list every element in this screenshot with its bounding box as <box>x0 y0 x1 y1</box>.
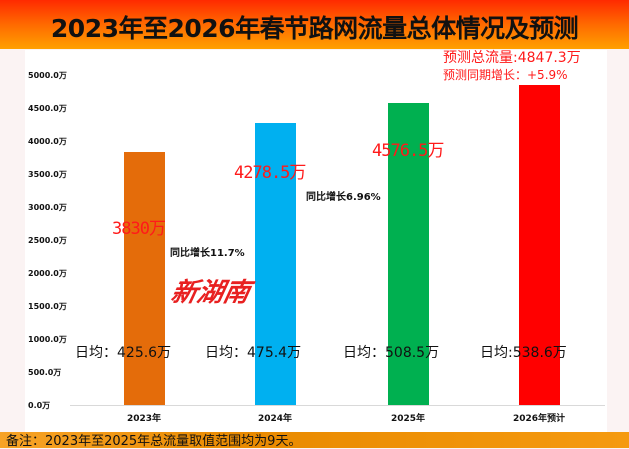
bar <box>124 152 165 405</box>
value-label: 3830万 <box>112 219 166 240</box>
value-label: 4278.5万 <box>234 162 306 183</box>
forecast-growth: 预测同期增长：+5.9% <box>443 68 568 82</box>
growth-label: 同比增长6.96% <box>306 192 381 203</box>
bar <box>255 122 296 405</box>
daily-average-label: 日均:538.6万 <box>480 345 567 361</box>
plot-area <box>25 50 607 433</box>
title-bar <box>0 0 629 49</box>
y-tick-label: 1500.0万 <box>28 302 67 311</box>
y-tick-label: 0.0万 <box>28 401 51 410</box>
daily-average-label: 日均：475.4万 <box>205 345 302 361</box>
y-tick-label: 3500.0万 <box>28 170 67 179</box>
x-tick-label: 2024年 <box>257 414 293 424</box>
y-tick-label: 5000.0万 <box>28 71 67 80</box>
x-tick-label: 2025年 <box>390 414 426 424</box>
x-axis-line <box>70 405 605 406</box>
growth-label: 同比增长11.7% <box>170 248 245 259</box>
footer-bar <box>0 432 629 448</box>
x-tick-label: 2023年 <box>126 414 162 424</box>
watermark-logo: 新湖南 <box>168 278 253 308</box>
daily-average-label: 日均：425.6万 <box>75 345 172 361</box>
chart-title: 2023年至2026年春节路网流量总体情况及预测 <box>50 14 579 43</box>
y-tick-label: 4500.0万 <box>28 104 67 113</box>
y-tick-label: 2000.0万 <box>28 269 67 278</box>
value-label: 4576.5万 <box>372 140 444 161</box>
bar <box>388 102 429 405</box>
forecast-total: 预测总流量:4847.3万 <box>443 50 581 66</box>
y-tick-label: 1000.0万 <box>28 335 67 344</box>
y-tick-label: 3000.0万 <box>28 203 67 212</box>
daily-average-label: 日均：508.5万 <box>343 345 440 361</box>
bar <box>519 85 560 405</box>
x-tick-label: 2026年预计 <box>512 414 566 424</box>
footnote: 备注：2023年至2025年总流量取值范围均为9天。 <box>6 434 302 449</box>
y-tick-label: 500.0万 <box>28 368 62 377</box>
y-tick-label: 4000.0万 <box>28 137 67 146</box>
y-tick-label: 2500.0万 <box>28 236 67 245</box>
